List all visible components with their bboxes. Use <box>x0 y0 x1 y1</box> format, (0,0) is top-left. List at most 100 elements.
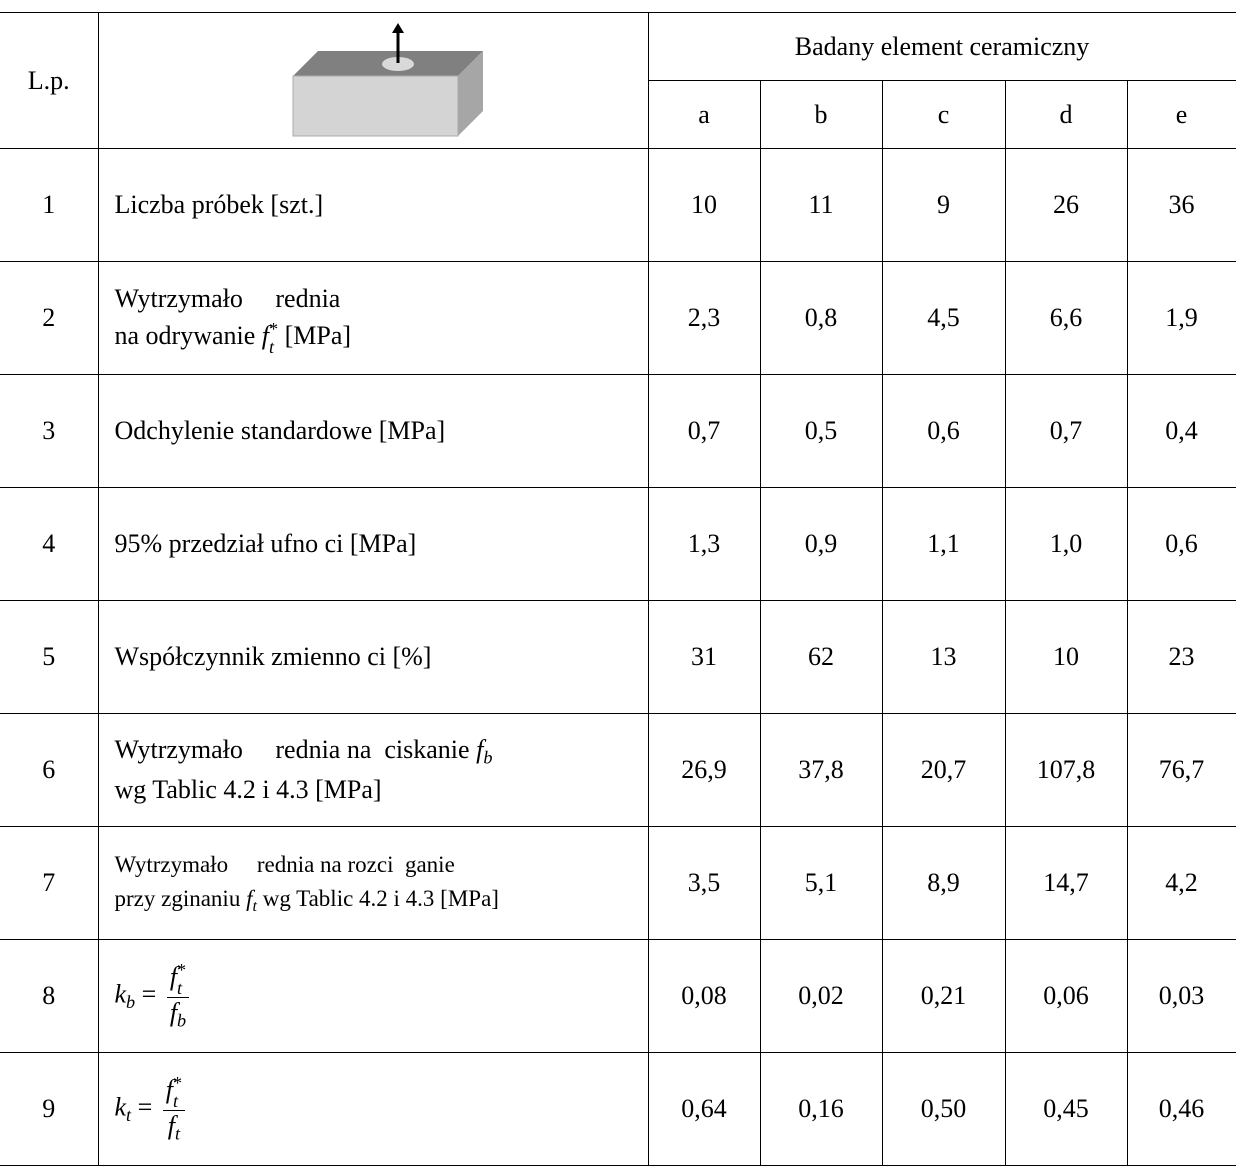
row-label: Liczba próbek [szt.] <box>97 148 649 262</box>
subscript: b <box>483 747 493 768</box>
value-cell: 0,7 <box>1004 374 1128 488</box>
label-text: = <box>131 1091 159 1121</box>
value-cell: 0,08 <box>647 939 761 1053</box>
value-cell: 0,8 <box>759 261 883 375</box>
value-cell: 0,5 <box>759 374 883 488</box>
column-header: c <box>881 80 1006 149</box>
row-number: 1 <box>0 148 99 262</box>
value-cell: 36 <box>1126 148 1236 262</box>
column-header: a <box>648 80 761 149</box>
subscript: t <box>177 977 183 998</box>
label-text: na odrywanie <box>114 321 262 351</box>
subscript: t <box>173 1090 179 1111</box>
label-text: Odchylenie standardowe [MPa] <box>114 416 446 446</box>
row-label: Wytrzymało rednia na odrywanie f * t [MPa] <box>97 261 649 375</box>
data-row: 3 Odchylenie standardowe [MPa] 0,7 0,5 0,6 0,… <box>0 374 1236 488</box>
value-cell: 23 <box>1126 600 1236 714</box>
value-cell: 0,45 <box>1004 1052 1128 1166</box>
label-text: Liczba próbek [szt.] <box>114 190 324 220</box>
column-header: b <box>759 80 883 149</box>
label-text: = <box>135 978 163 1008</box>
symbol: f <box>246 885 253 911</box>
row-label: Wytrzymało rednia na rozci ganie przy zgi… <box>97 826 649 940</box>
value-cell: 0,03 <box>1126 939 1236 1053</box>
row-label: Wytrzymało rednia na ciskanie fb wg Tabli… <box>97 713 649 827</box>
value-cell: 5,1 <box>759 826 883 940</box>
value-cell: 4,2 <box>1126 826 1236 940</box>
data-row: 4 95% przedział ufno ci [MPa] 1,3 0,9 1,1 1,0… <box>0 487 1236 601</box>
label-text: 95% przedział ufno ci [MPa] <box>114 529 417 559</box>
label-text: wg Tablic 4.2 i 4.3 [MPa] <box>114 775 382 805</box>
value-cell: 0,50 <box>881 1052 1006 1166</box>
value-cell: 0,7 <box>647 374 761 488</box>
value-cell: 4,5 <box>881 261 1006 375</box>
denominator: fb <box>167 998 189 1031</box>
row-number: 8 <box>0 939 99 1053</box>
value-cell: 8,9 <box>881 826 1006 940</box>
value-cell: 0,9 <box>759 487 883 601</box>
value-cell: 0,46 <box>1126 1052 1236 1166</box>
symbol: f <box>476 735 484 765</box>
value-cell: 11 <box>759 148 883 262</box>
value-cell: 1,1 <box>881 487 1006 601</box>
value-cell: 1,3 <box>647 487 761 601</box>
label-text: [MPa] <box>278 321 352 351</box>
value-cell: 0,16 <box>759 1052 883 1166</box>
value-cell: 0,02 <box>759 939 883 1053</box>
row-number: 4 <box>0 487 99 601</box>
symbol: f <box>165 1074 174 1104</box>
value-cell: 0,4 <box>1126 374 1236 488</box>
label-text: Wytrzymało rednia <box>114 283 341 313</box>
numerator: f * t <box>166 959 190 999</box>
superscript: * <box>177 959 187 980</box>
data-row: 5 Współczynnik zmienno ci [%] 31 62 13 10 23 <box>0 600 1236 714</box>
sup-sub: * t <box>177 959 187 998</box>
illustration-cell <box>97 12 649 149</box>
header-row: L.p. Badany element ceramiczny <box>0 12 1236 149</box>
fraction: f * t ft <box>162 1073 186 1145</box>
symbol: k <box>114 1091 127 1121</box>
row-label: kt = f * t ft <box>97 1052 649 1166</box>
symbol: f <box>167 1111 176 1141</box>
row-label: Współczynnik zmienno ci [%] <box>97 600 649 714</box>
value-cell: 10 <box>1004 600 1128 714</box>
symbol: f <box>169 998 178 1028</box>
subscript: b <box>177 1010 187 1031</box>
value-cell: 0,06 <box>1004 939 1128 1053</box>
data-row: 6 Wytrzymało rednia na ciskanie fb wg Tabl… <box>0 713 1236 827</box>
row-number: 7 <box>0 826 99 940</box>
label-text: Współczynnik zmienno ci [%] <box>114 642 432 672</box>
value-cell: 13 <box>881 600 1006 714</box>
value-cell: 107,8 <box>1004 713 1128 827</box>
value-cell: 10 <box>647 148 761 262</box>
value-cell: 1,9 <box>1126 261 1236 375</box>
label-text: wg Tablic 4.2 i 4.3 [MPa] <box>256 885 499 911</box>
value-cell: 62 <box>759 600 883 714</box>
value-cell: 2,3 <box>647 261 761 375</box>
symbol: k <box>114 978 127 1008</box>
value-cell: 37,8 <box>759 713 883 827</box>
subscript: b <box>126 991 136 1012</box>
value-cell: 26 <box>1004 148 1128 262</box>
value-cell: 1,0 <box>1004 487 1128 601</box>
data-row: 1 Liczba próbek [szt.] 10 11 9 26 36 <box>0 148 1236 262</box>
symbol: f <box>261 321 270 351</box>
value-cell: 3,5 <box>647 826 761 940</box>
row-number: 3 <box>0 374 99 488</box>
value-cell: 76,7 <box>1126 713 1236 827</box>
subscript: t <box>252 897 257 915</box>
symbol: f <box>169 961 178 991</box>
superscript: * <box>269 319 279 340</box>
numerator: f * t <box>162 1073 186 1112</box>
value-cell: 26,9 <box>647 713 761 827</box>
specimen-illustration <box>292 22 483 136</box>
row-number: 6 <box>0 713 99 827</box>
value-cell: 6,6 <box>1004 261 1128 375</box>
subscript: t <box>126 1104 132 1125</box>
row-label: 95% przedział ufno ci [MPa] <box>97 487 649 601</box>
column-header: d <box>1004 80 1128 149</box>
label-text: przy zginaniu <box>114 885 247 911</box>
row-label: Odchylenie standardowe [MPa] <box>97 374 649 488</box>
row-label: kb = f * t fb <box>97 939 649 1053</box>
